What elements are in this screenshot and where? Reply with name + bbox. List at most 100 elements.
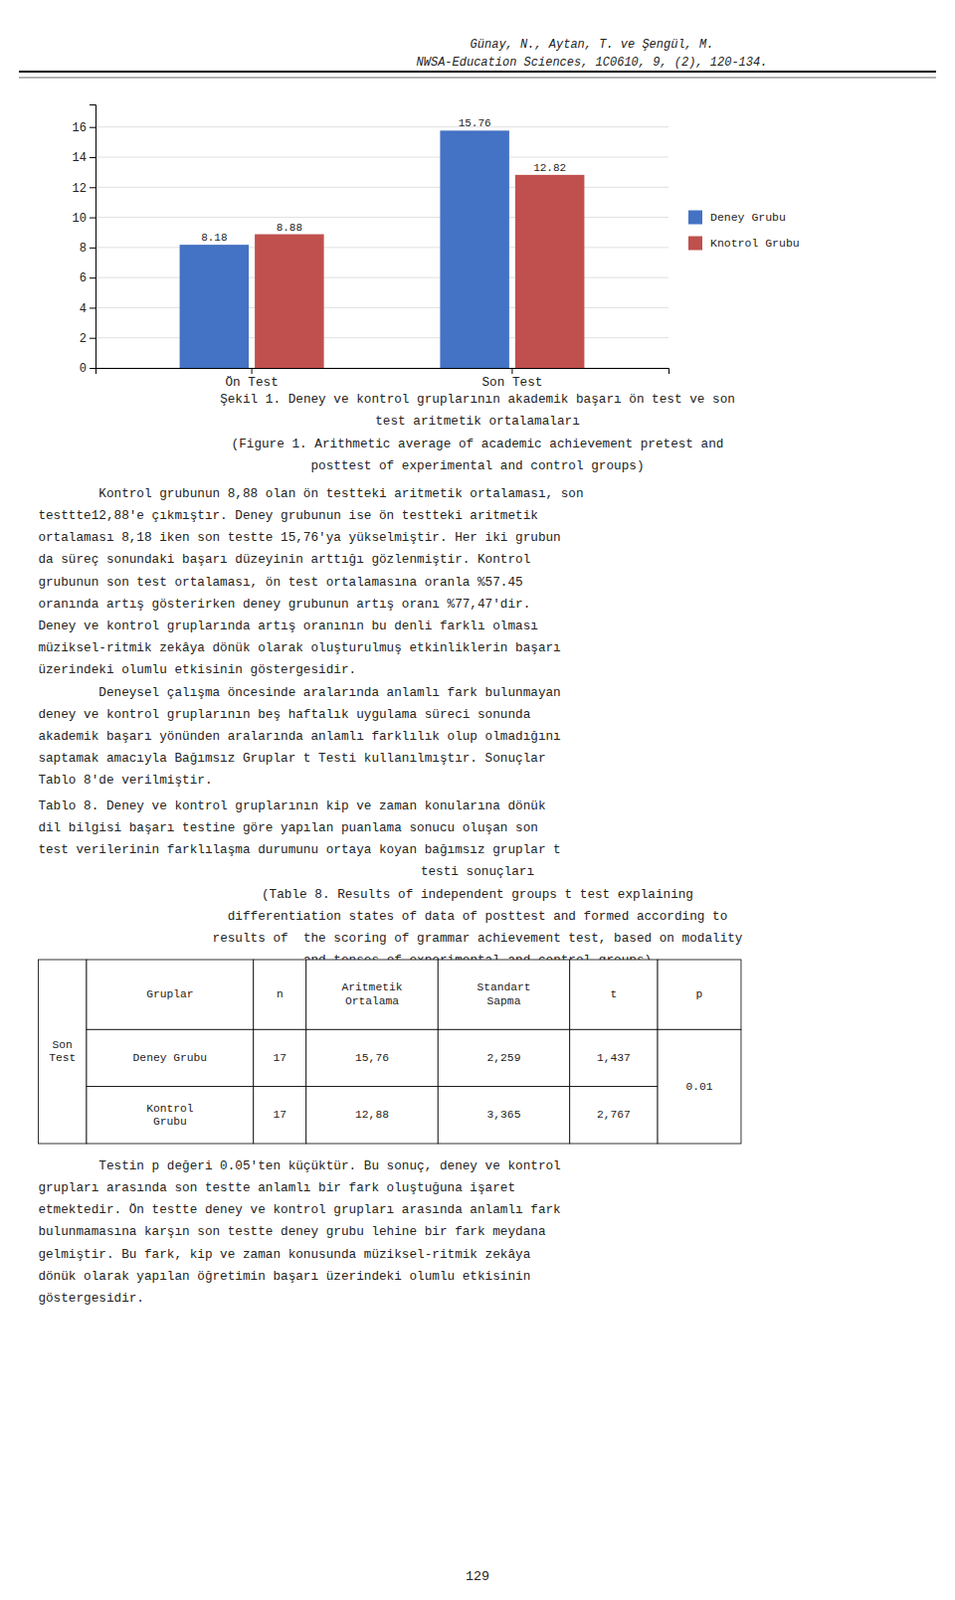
tick-mark — [89, 127, 96, 129]
table-cell — [306, 1029, 438, 1087]
tick-label: 6 — [79, 271, 87, 286]
body-line: testtte12,88'e çıkmıştır. Deney grubunun… — [37, 508, 539, 524]
tick-label: 2 — [79, 332, 87, 347]
tick-mark — [89, 187, 96, 189]
table-caption-line: (Table 8. Results of independent groups … — [261, 887, 694, 903]
bars — [180, 130, 585, 369]
table-text: SonTest — [48, 1039, 76, 1066]
bar — [180, 244, 249, 369]
caption-line: test aritmetik ortalamaları — [375, 413, 580, 429]
table-text: 15,76 — [355, 1052, 389, 1065]
text-line: Kontrol — [146, 1103, 194, 1116]
table-text: 3,365 — [487, 1109, 522, 1122]
table-cell — [437, 1029, 570, 1087]
table-caption-line: results of the scoring of grammar achiev… — [212, 931, 744, 947]
body-line: Deney ve kontrol gruplarında artış oranı… — [37, 618, 539, 634]
caption-line: Şekil 1. Deney ve kontrol gruplarının ak… — [219, 391, 736, 407]
tick: 10 — [72, 211, 96, 226]
bar — [254, 234, 324, 369]
table-text: p — [696, 988, 704, 1001]
text-line: Aritmetik — [342, 981, 403, 994]
table-text: 17 — [272, 1109, 287, 1122]
body-line: Deneysel çalışma öncesinde aralarında an… — [37, 685, 561, 701]
table-cell — [570, 959, 658, 1030]
legend: Deney GrubuKnotrol Grubu — [688, 210, 800, 251]
grid-line — [95, 157, 669, 159]
bar — [439, 130, 509, 369]
tick: 6 — [79, 271, 96, 286]
body-line: ortalaması 8,18 iken son testte 15,76'ya… — [37, 530, 561, 546]
table-text: 12,88 — [355, 1109, 389, 1122]
table-cell — [570, 1029, 658, 1087]
tick-label: Ön Test — [224, 375, 278, 390]
tick-mark — [89, 307, 96, 309]
table-text: KontrolGrubu — [146, 1103, 194, 1130]
legend-swatch — [688, 210, 703, 225]
tick-label: 14 — [72, 151, 87, 166]
table-cell — [253, 1029, 307, 1087]
table-text: StandartSapma — [476, 981, 531, 1008]
header-line: Günay, N., Aytan, T. ve Şengül, M. — [470, 37, 715, 52]
text-line: Standart — [476, 981, 531, 994]
tick: Ön Test — [224, 368, 278, 390]
footer-line: etmektedir. Ön testte deney ve kontrol g… — [37, 1202, 561, 1218]
body-line: oranında artış gösterirken deney grubunu… — [37, 596, 531, 612]
body-line: grubunun son test ortalaması, ön test or… — [37, 574, 523, 590]
table-caption-line: test verilerinin farklılaşma durumunu or… — [37, 842, 561, 858]
data-label: 15.76 — [458, 117, 492, 130]
tick-label: 0 — [79, 362, 87, 377]
tick: 8 — [79, 241, 96, 256]
text-line: Ortalama — [345, 995, 399, 1008]
footer-line: göstergesidir. — [37, 1291, 145, 1307]
table: SonTestGruplarnAritmetikOrtalamaStandart… — [37, 959, 742, 1145]
page-number: 129 — [465, 1569, 490, 1585]
y-axis: 0 2 4 6 8 10 12 14 16 — [72, 105, 97, 378]
table-cell — [86, 959, 254, 1030]
table-caption-line: Tablo 8. Deney ve kontrol gruplarının ki… — [37, 798, 546, 814]
text-line: Grubu — [153, 1116, 188, 1129]
caption-line: posttest of experimental and control gro… — [310, 458, 644, 474]
body-line: akademik başarı yönünden aralarında anla… — [37, 729, 561, 745]
table-cell — [306, 959, 438, 1030]
tick-label: 8 — [79, 241, 87, 256]
body-line: üzerindeki olumlu etkisinin göstergesidi… — [37, 662, 357, 678]
tick: 4 — [79, 302, 96, 317]
table-cell — [437, 959, 570, 1030]
table-text: 1,437 — [596, 1052, 631, 1065]
legend-label: Deney Grubu — [710, 210, 786, 224]
tick-label: 4 — [79, 302, 87, 317]
body-line: Tablo 8'de verilmiştir. — [37, 772, 212, 788]
text-line: Son — [52, 1039, 73, 1052]
table-text: 2,767 — [596, 1109, 631, 1122]
x-axis: Ön TestSon Test — [96, 368, 670, 390]
table-text: 17 — [272, 1052, 287, 1065]
tick: 14 — [72, 151, 96, 166]
body-line: da süreç sonundaki başarı düzeyinin artt… — [37, 552, 531, 568]
chart: 0 2 4 6 8 10 12 14 16 Ön TestSon Test 8.1815.768.8… — [72, 105, 670, 391]
tick-label: 12 — [72, 182, 87, 196]
table-cell — [253, 1087, 307, 1145]
tick: 16 — [72, 121, 96, 136]
tick-mark — [89, 217, 96, 219]
table-text: 2,259 — [487, 1052, 522, 1065]
tick-mark — [89, 157, 96, 159]
data-labels: 8.1815.768.8812.82 — [200, 117, 567, 244]
table-cell — [437, 1087, 570, 1145]
data-label: 12.82 — [533, 162, 567, 175]
bar — [515, 175, 584, 369]
axis-line — [96, 369, 670, 376]
tick: 12 — [72, 182, 96, 196]
table-caption-line: dil bilgisi başarı testine göre yapılan … — [37, 820, 539, 836]
table-text: t — [610, 988, 618, 1001]
tick: 0 — [79, 362, 96, 377]
body-line: müziksel-ritmik zekâya dönük olarak oluş… — [37, 640, 561, 656]
body-line: deney ve kontrol gruplarının beş haftalı… — [37, 707, 531, 723]
footer-line: bulunmamasına karşın son testte deney gr… — [37, 1224, 547, 1240]
text-line: Sapma — [487, 995, 522, 1008]
table-caption-line: differentiation states of data of postte… — [227, 909, 729, 925]
table-cell — [657, 959, 742, 1030]
tick-mark — [89, 277, 96, 279]
table-cell — [570, 1087, 658, 1145]
tick-mark — [251, 368, 253, 375]
body-line: saptamak amacıyla Bağımsız Gruplar t Tes… — [37, 751, 546, 766]
